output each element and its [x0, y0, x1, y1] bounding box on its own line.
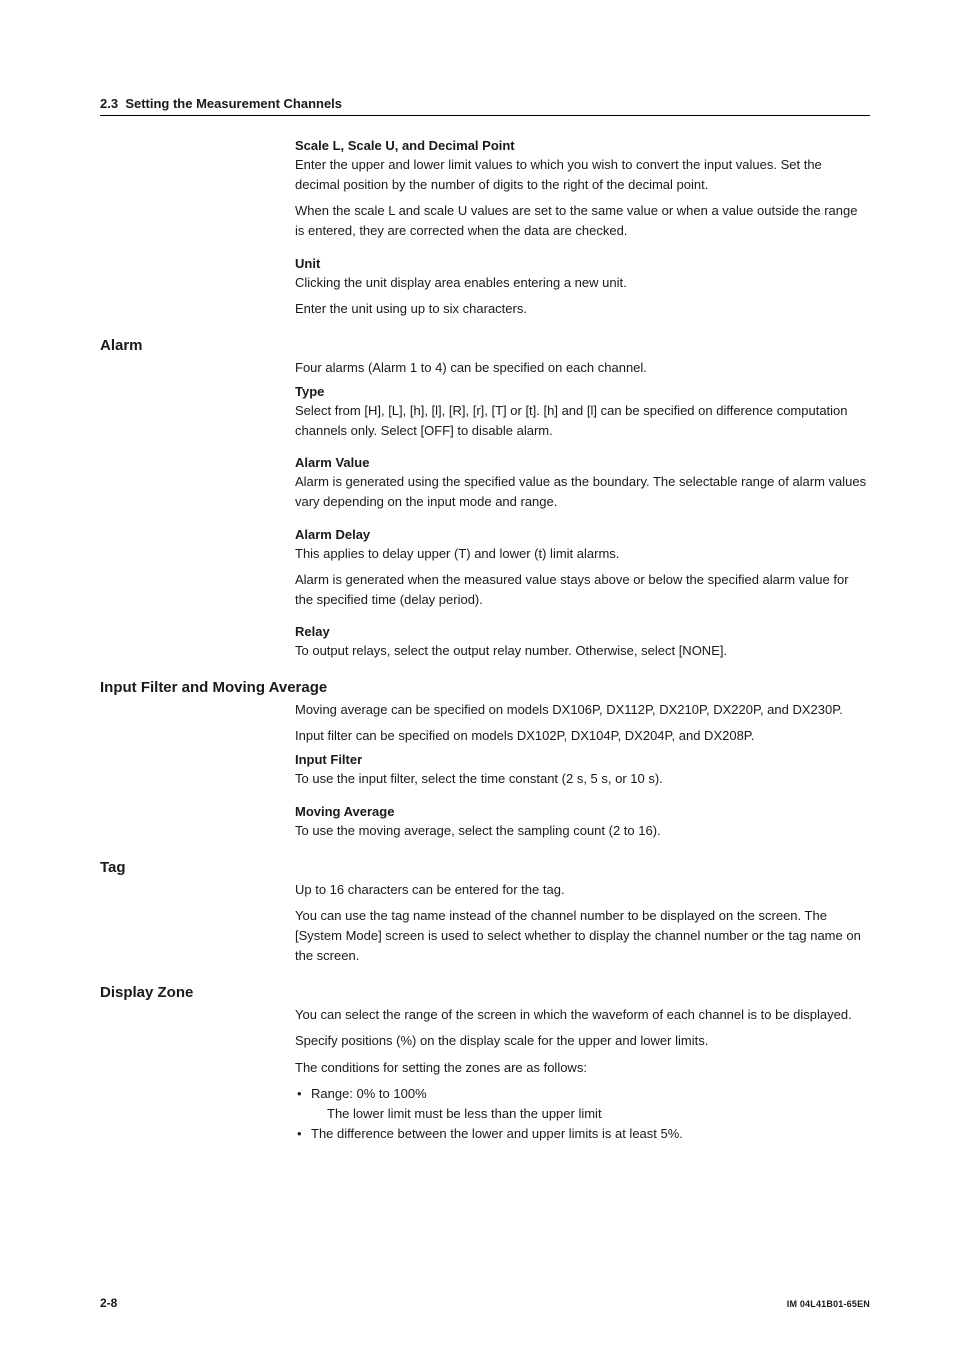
bullet-list: Range: 0% to 100% The lower limit must b…: [295, 1084, 870, 1144]
section-header: 2.3 Setting the Measurement Channels: [100, 96, 870, 116]
section-title-tag: Tag: [100, 859, 870, 876]
subheading-input-filter: Input Filter: [295, 752, 870, 767]
bullet-subtext: The lower limit must be less than the up…: [311, 1104, 870, 1124]
bullet-item: Range: 0% to 100% The lower limit must b…: [295, 1084, 870, 1124]
para: You can use the tag name instead of the …: [295, 906, 870, 966]
para: The conditions for setting the zones are…: [295, 1058, 870, 1078]
para: To use the input filter, select the time…: [295, 769, 870, 789]
section-alarm: Four alarms (Alarm 1 to 4) can be specif…: [295, 358, 870, 661]
page-footer: 2-8 IM 04L41B01-65EN: [100, 1296, 870, 1310]
subheading-relay: Relay: [295, 624, 870, 639]
section-title-display-zone: Display Zone: [100, 984, 870, 1001]
para: You can select the range of the screen i…: [295, 1005, 870, 1025]
subheading-moving-average: Moving Average: [295, 804, 870, 819]
para: Alarm is generated using the specified v…: [295, 472, 870, 512]
subheading-alarm-delay: Alarm Delay: [295, 527, 870, 542]
section-scale-unit: Scale L, Scale U, and Decimal Point Ente…: [295, 138, 870, 319]
para: Moving average can be specified on model…: [295, 700, 870, 720]
para: This applies to delay upper (T) and lowe…: [295, 544, 870, 564]
para: To use the moving average, select the sa…: [295, 821, 870, 841]
para: Clicking the unit display area enables e…: [295, 273, 870, 293]
subheading-scale: Scale L, Scale U, and Decimal Point: [295, 138, 870, 153]
section-display-zone: You can select the range of the screen i…: [295, 1005, 870, 1144]
para: Up to 16 characters can be entered for t…: [295, 880, 870, 900]
para: Input filter can be specified on models …: [295, 726, 870, 746]
subheading-unit: Unit: [295, 256, 870, 271]
section-tag: Up to 16 characters can be entered for t…: [295, 880, 870, 967]
section-title-filter: Input Filter and Moving Average: [100, 679, 870, 696]
subheading-type: Type: [295, 384, 870, 399]
subheading-alarm-value: Alarm Value: [295, 455, 870, 470]
page-number: 2-8: [100, 1296, 117, 1310]
para: Specify positions (%) on the display sca…: [295, 1031, 870, 1051]
para: Alarm is generated when the measured val…: [295, 570, 870, 610]
bullet-text: The difference between the lower and upp…: [311, 1126, 683, 1141]
para: Enter the upper and lower limit values t…: [295, 155, 870, 195]
para: Four alarms (Alarm 1 to 4) can be specif…: [295, 358, 870, 378]
document-number: IM 04L41B01-65EN: [787, 1299, 870, 1309]
para: Select from [H], [L], [h], [l], [R], [r]…: [295, 401, 870, 441]
bullet-item: The difference between the lower and upp…: [295, 1124, 870, 1144]
para: To output relays, select the output rela…: [295, 641, 870, 661]
section-number: 2.3: [100, 96, 118, 111]
section-title: Setting the Measurement Channels: [125, 96, 342, 111]
para: Enter the unit using up to six character…: [295, 299, 870, 319]
para: When the scale L and scale U values are …: [295, 201, 870, 241]
section-filter: Moving average can be specified on model…: [295, 700, 870, 841]
bullet-text: Range: 0% to 100%: [311, 1086, 427, 1101]
section-title-alarm: Alarm: [100, 337, 870, 354]
